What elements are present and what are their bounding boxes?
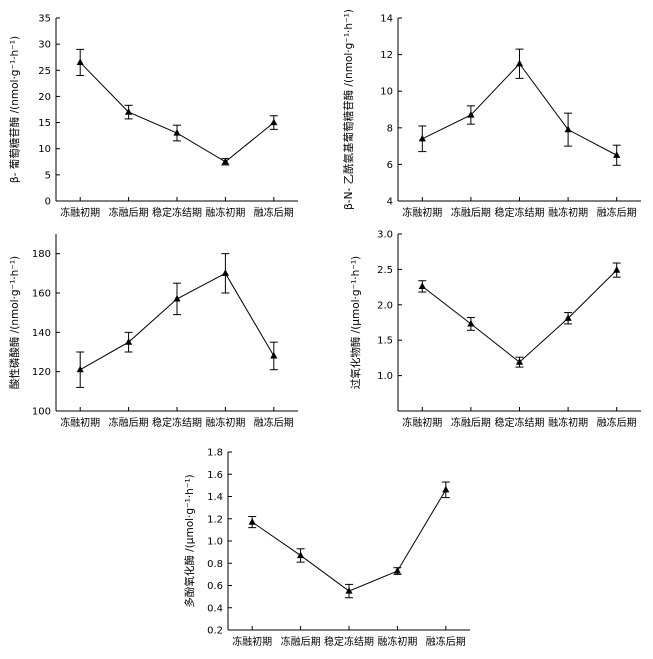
- y-tick-label: 10: [380, 87, 393, 98]
- x-tick-label: 融冻后期: [597, 416, 637, 429]
- x-tick-label: 稳定冻结期: [152, 206, 202, 219]
- x-tick-label: 冻融初期: [232, 635, 272, 648]
- data-point: [516, 60, 523, 67]
- data-point: [516, 358, 523, 365]
- y-tick-label: 0.4: [207, 603, 223, 614]
- data-point: [173, 295, 180, 302]
- y-tick-label: 14: [380, 14, 393, 25]
- y-axis-label: β- 葡萄糖苷酶 /(nmol·g⁻¹·h⁻¹): [8, 36, 21, 183]
- x-tick-label: 冻融初期: [402, 416, 442, 429]
- data-point: [77, 58, 84, 65]
- y-tick-label: 8: [387, 123, 393, 134]
- x-tick-label: 稳定冻结期: [152, 416, 202, 429]
- chart-panel-5: 0.2 0.4 0.6 0.8 1.0 1.2 1.4 1.6 1.8 冻融初期 冻融后期 稳定冻结期…: [183, 448, 470, 649]
- x-tick-label: 融冻后期: [597, 206, 637, 219]
- y-tick-label: 160: [32, 289, 51, 300]
- y-tick-label: 0.6: [207, 581, 223, 592]
- y-tick-label: 100: [32, 407, 51, 418]
- x-tick-label: 冻融后期: [281, 635, 321, 648]
- x-tick-label: 稳定冻结期: [495, 416, 545, 429]
- y-tick-label: 0.2: [207, 626, 223, 637]
- y-tick-label: 180: [32, 249, 51, 260]
- x-tick-label: 融冻后期: [254, 206, 294, 219]
- y-tick-label: 4: [387, 197, 393, 208]
- y-axis-label: β-N- 乙酰氨基葡萄糖苷酶 /(nmol·g⁻¹·h⁻¹): [342, 9, 355, 210]
- y-tick-label: 30: [38, 40, 51, 51]
- chart-panel-3: 100 120 140 160 180 冻融初期 冻融后期 稳定冻结期 融冻初期 融冻后期 酸性磷酸…: [8, 234, 298, 429]
- x-tick-label: 稳定冻结期: [495, 206, 545, 219]
- y-tick-label: 20: [38, 92, 51, 103]
- data-point: [270, 119, 277, 126]
- y-axis-label: 酸性磷酸酶 /(nmol·g⁻¹·h⁻¹): [8, 256, 21, 389]
- y-tick-label: 1.2: [207, 514, 223, 525]
- y-tick-label: 12: [380, 50, 393, 61]
- chart-panel-1: 0 5 10 15 20 25 30 35 冻融初期 冻融后期 稳定冻结期 融冻初期 融冻后期 β- 葡萄…: [8, 14, 298, 220]
- x-tick-label: 稳定冻结期: [324, 635, 374, 648]
- y-axis-label: 过氧化物酶 /(μmol·g⁻¹·h⁻¹): [349, 256, 362, 389]
- data-point: [467, 320, 474, 327]
- x-tick-label: 融冻初期: [205, 206, 245, 219]
- data-point: [613, 266, 620, 273]
- y-tick-label: 15: [38, 118, 51, 129]
- y-tick-label: 35: [38, 14, 51, 25]
- data-point: [419, 282, 426, 289]
- y-tick-label: 1.6: [207, 470, 223, 481]
- chart-panel-2: 4 6 8 10 12 14 冻融初期 冻融后期 稳定冻结期 融冻初期 融冻后期 β-N- 乙酰氨基葡…: [342, 9, 641, 219]
- y-tick-label: 6: [387, 160, 393, 171]
- y-tick-label: 1.5: [377, 336, 393, 347]
- y-tick-label: 1.4: [207, 492, 223, 503]
- x-tick-label: 冻融后期: [109, 416, 149, 429]
- data-point: [222, 269, 229, 276]
- data-point: [249, 518, 256, 525]
- series-line: [80, 62, 274, 161]
- y-tick-label: 10: [38, 144, 51, 155]
- y-tick-label: 0.8: [207, 559, 223, 570]
- y-tick-label: 140: [32, 328, 51, 339]
- x-tick-label: 冻融初期: [60, 206, 100, 219]
- y-tick-label: 5: [45, 170, 51, 181]
- x-tick-label: 冻融初期: [402, 206, 442, 219]
- x-tick-label: 冻融初期: [60, 416, 100, 429]
- x-tick-label: 融冻初期: [548, 206, 588, 219]
- y-tick-label: 120: [32, 367, 51, 378]
- y-tick-label: 3.0: [377, 230, 393, 241]
- y-tick-label: 1.0: [377, 371, 393, 382]
- y-tick-label: 0: [45, 197, 51, 208]
- data-point: [270, 352, 277, 359]
- y-tick-label: 2.5: [377, 265, 393, 276]
- y-axis-label: 多酚氧化酶 /(μmol·g⁻¹·h⁻¹): [183, 474, 196, 607]
- y-tick-label: 1.8: [207, 448, 223, 459]
- figure: 05101520253035冻融初期 冻融后期 稳定冻结期 融冻初期 融冻后期β- 葡萄…: [0, 0, 653, 659]
- y-tick-label: 1.0: [207, 537, 223, 548]
- data-point: [613, 151, 620, 158]
- x-tick-label: 冻融后期: [451, 206, 491, 219]
- chart-panel-4: 1.0 1.5 2.0 2.5 3.0 冻融初期 冻融后期 稳定冻结期 融冻初期 融冻后期 过氧化物…: [349, 230, 641, 430]
- data-point: [442, 486, 449, 493]
- x-tick-label: 冻融后期: [451, 416, 491, 429]
- data-point: [125, 338, 132, 345]
- y-tick-label: 2.0: [377, 300, 393, 311]
- x-tick-label: 融冻后期: [254, 416, 294, 429]
- x-tick-label: 融冻初期: [205, 416, 245, 429]
- series-line: [252, 490, 446, 591]
- data-point: [77, 366, 84, 373]
- x-tick-label: 冻融后期: [109, 206, 149, 219]
- series-line: [422, 270, 616, 362]
- data-point: [297, 551, 304, 558]
- x-tick-label: 融冻初期: [548, 416, 588, 429]
- x-tick-label: 融冻后期: [426, 635, 466, 648]
- y-tick-label: 25: [38, 66, 51, 77]
- x-tick-label: 融冻初期: [377, 635, 417, 648]
